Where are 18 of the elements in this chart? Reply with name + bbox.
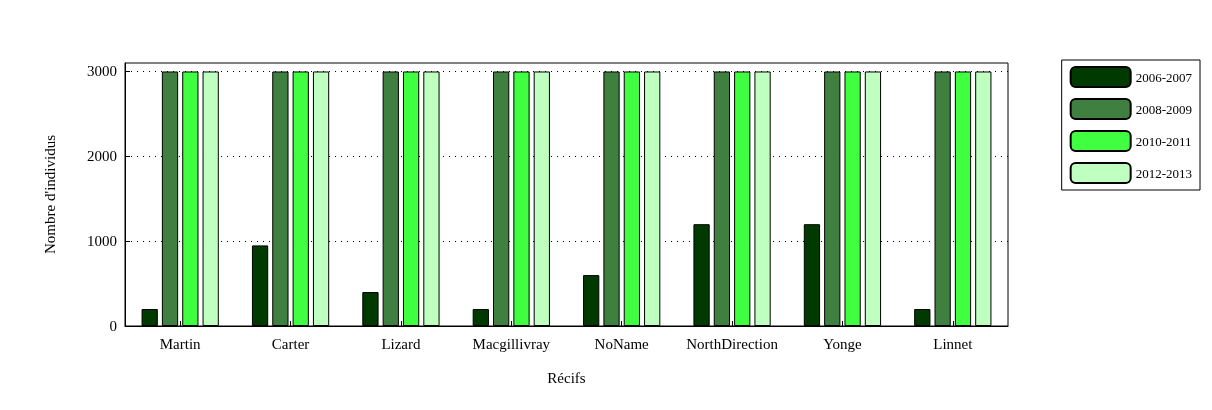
x-axis-title: Récifs <box>547 369 586 386</box>
x-tick-label: Yonge <box>823 335 863 352</box>
x-tick-label: Macgillivray <box>472 335 551 352</box>
legend-label: 2006-2007 <box>1135 69 1193 85</box>
x-tick-label: Carter <box>271 335 310 352</box>
x-tick-label: Martin <box>159 335 202 352</box>
y-tick-label: 3000 <box>87 63 117 80</box>
x-tick-label: Linnet <box>933 335 974 352</box>
x-tick-label: Lizard <box>381 335 422 352</box>
x-tick-label: NorthDirection <box>686 335 779 352</box>
y-tick-label: 1000 <box>87 233 117 250</box>
legend-label: 2010-2011 <box>1135 133 1192 149</box>
y-tick-label: 0 <box>109 318 117 334</box>
x-tick-label: NoName <box>594 335 650 352</box>
y-tick-label: 2000 <box>87 148 117 165</box>
legend-label: 2012-2013 <box>1135 165 1193 181</box>
legend-label: 2008-2009 <box>1135 101 1193 117</box>
y-axis-title: Nombre d'individus <box>41 134 58 254</box>
